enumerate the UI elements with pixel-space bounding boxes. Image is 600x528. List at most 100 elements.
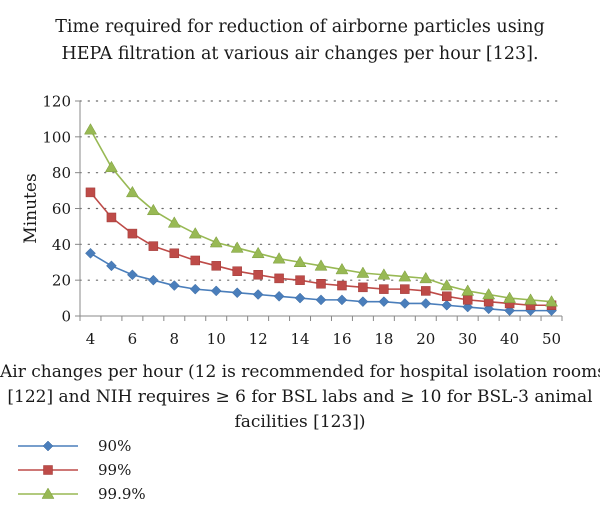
legend-label-1: 90% xyxy=(98,437,132,455)
series-2 xyxy=(85,187,557,310)
chart-title: Time required for reduction of airborne … xyxy=(0,14,600,68)
y-tick-label-60: 60 xyxy=(52,200,71,218)
point-s2-6 xyxy=(127,228,138,239)
x-axis-label: Air changes per hour (12 is recommended … xyxy=(0,360,600,435)
y-tick-label-80: 80 xyxy=(52,164,71,182)
point-s3-9 xyxy=(188,227,202,239)
x-tick-label-14: 14 xyxy=(290,330,309,348)
legend-marker-3 xyxy=(41,487,55,499)
point-s1-6 xyxy=(127,269,138,281)
chart-title-line-2: HEPA filtration at various air changes p… xyxy=(61,44,539,64)
x-tick-label-4: 4 xyxy=(86,330,96,348)
point-s3-8 xyxy=(167,216,181,228)
point-s3-25 xyxy=(440,279,454,291)
point-s1-17 xyxy=(357,296,369,308)
point-s3-6 xyxy=(125,185,139,198)
point-s2-30 xyxy=(462,295,473,305)
point-s2-8 xyxy=(169,248,180,259)
point-s1-11 xyxy=(231,287,243,299)
point-s2-18 xyxy=(379,284,389,294)
point-s2-19 xyxy=(400,284,410,294)
point-s3-10 xyxy=(209,236,223,248)
point-s3-5 xyxy=(105,160,118,173)
point-s3-35 xyxy=(482,287,496,300)
x-tick-label-12: 12 xyxy=(249,330,268,348)
point-s3-17 xyxy=(356,266,370,278)
point-s3-15 xyxy=(314,259,328,271)
point-s3-11 xyxy=(230,241,244,253)
point-s3-50 xyxy=(545,295,558,307)
point-s1-14 xyxy=(294,292,306,304)
point-s2-15 xyxy=(316,279,326,289)
point-s2-25 xyxy=(441,291,452,302)
x-axis-label-line-2: [122] and NIH requires ≥ 6 for BSL labs … xyxy=(7,387,593,407)
point-s2-13 xyxy=(274,273,284,284)
point-s2-20 xyxy=(421,286,431,296)
point-s3-30 xyxy=(461,284,475,296)
point-s1-15 xyxy=(315,294,327,306)
x-tick-label-40: 40 xyxy=(500,330,519,348)
point-s1-10 xyxy=(210,285,222,297)
x-tick-label-10: 10 xyxy=(207,330,226,348)
point-s3-20 xyxy=(419,271,433,284)
y-axis-ticks: 0 20 40 60 80 100 120 xyxy=(42,93,71,326)
chart-title-line-1: Time required for reduction of airborne … xyxy=(55,17,545,37)
point-s1-5 xyxy=(106,260,117,272)
x-axis-label-line-1: Air changes per hour (12 is recommended … xyxy=(0,362,600,382)
x-tick-label-30: 30 xyxy=(458,330,477,348)
point-s1-13 xyxy=(273,290,285,302)
series-1 xyxy=(85,247,557,316)
point-s1-20 xyxy=(420,298,432,309)
x-tick-label-18: 18 xyxy=(374,330,393,348)
point-s2-16 xyxy=(337,280,347,291)
y-tick-label-0: 0 xyxy=(61,308,71,326)
legend-symbol-2 xyxy=(18,465,78,475)
legend-symbol-1 xyxy=(18,440,78,452)
point-s2-9 xyxy=(190,255,201,266)
point-s1-18 xyxy=(378,296,390,308)
point-s3-12 xyxy=(251,246,265,259)
point-s2-14 xyxy=(295,275,305,285)
x-tick-label-50: 50 xyxy=(542,330,561,348)
point-s2-10 xyxy=(211,261,221,271)
y-tick-label-20: 20 xyxy=(52,272,71,290)
point-s2-4 xyxy=(85,187,96,198)
x-tick-label-8: 8 xyxy=(170,330,180,348)
point-s3-45 xyxy=(524,293,537,305)
point-s2-12 xyxy=(253,270,263,280)
point-s2-17 xyxy=(358,282,368,293)
legend-label-3: 99.9% xyxy=(98,485,146,503)
point-s3-19 xyxy=(398,270,412,282)
x-axis-ticks: 4 6 8 10 12 14 16 18 20 30 40 50 xyxy=(86,330,561,348)
y-tick-label-40: 40 xyxy=(52,236,71,254)
axes xyxy=(75,100,563,321)
point-s1-12 xyxy=(252,289,264,300)
point-s1-25 xyxy=(441,299,453,311)
point-s3-7 xyxy=(146,203,160,216)
legend-marker-2 xyxy=(43,465,53,475)
x-tick-label-20: 20 xyxy=(416,330,435,348)
point-s1-8 xyxy=(168,280,180,291)
point-s3-14 xyxy=(293,255,307,267)
point-s2-7 xyxy=(148,241,159,251)
x-tick-label-6: 6 xyxy=(128,330,138,348)
y-axis-label: Minutes xyxy=(21,173,41,243)
point-s1-9 xyxy=(189,283,201,295)
x-tick-label-16: 16 xyxy=(332,330,351,348)
point-s1-16 xyxy=(336,294,348,306)
point-s3-40 xyxy=(503,291,517,303)
y-tick-label-100: 100 xyxy=(42,128,71,146)
point-s3-18 xyxy=(377,268,391,280)
legend-label-2: 99% xyxy=(98,461,132,479)
point-s1-4 xyxy=(85,247,96,259)
point-s1-7 xyxy=(147,274,159,286)
legend-marker-1 xyxy=(42,440,54,452)
point-s3-13 xyxy=(272,252,286,264)
series-3 xyxy=(84,123,558,307)
point-s2-5 xyxy=(106,212,117,223)
point-s3-4 xyxy=(84,123,97,135)
point-s3-16 xyxy=(335,262,349,275)
legend-symbol-3 xyxy=(18,487,78,499)
series-group xyxy=(84,123,558,316)
